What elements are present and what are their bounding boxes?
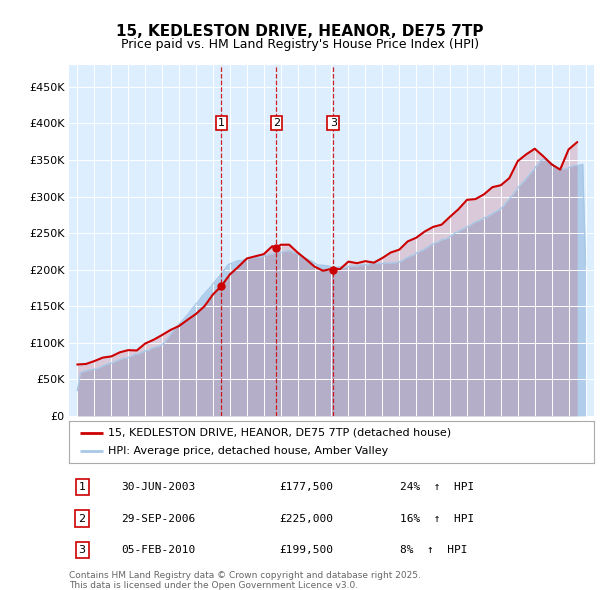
Text: £177,500: £177,500	[279, 482, 333, 492]
Text: 24%  ↑  HPI: 24% ↑ HPI	[400, 482, 474, 492]
Text: 15, KEDLESTON DRIVE, HEANOR, DE75 7TP (detached house): 15, KEDLESTON DRIVE, HEANOR, DE75 7TP (d…	[109, 428, 452, 438]
Text: 16%  ↑  HPI: 16% ↑ HPI	[400, 513, 474, 523]
Text: 1: 1	[79, 482, 86, 492]
Text: 29-SEP-2006: 29-SEP-2006	[121, 513, 196, 523]
Text: HPI: Average price, detached house, Amber Valley: HPI: Average price, detached house, Ambe…	[109, 446, 389, 456]
Text: Price paid vs. HM Land Registry's House Price Index (HPI): Price paid vs. HM Land Registry's House …	[121, 38, 479, 51]
Text: 3: 3	[79, 545, 86, 555]
Text: 1: 1	[218, 118, 225, 128]
Text: 15, KEDLESTON DRIVE, HEANOR, DE75 7TP: 15, KEDLESTON DRIVE, HEANOR, DE75 7TP	[116, 24, 484, 38]
Text: 30-JUN-2003: 30-JUN-2003	[121, 482, 196, 492]
Text: 2: 2	[273, 118, 280, 128]
Text: £199,500: £199,500	[279, 545, 333, 555]
Text: 3: 3	[329, 118, 337, 128]
Text: 05-FEB-2010: 05-FEB-2010	[121, 545, 196, 555]
Text: £225,000: £225,000	[279, 513, 333, 523]
Text: 2: 2	[79, 513, 86, 523]
Text: Contains HM Land Registry data © Crown copyright and database right 2025.
This d: Contains HM Land Registry data © Crown c…	[69, 571, 421, 590]
Text: 8%  ↑  HPI: 8% ↑ HPI	[400, 545, 467, 555]
